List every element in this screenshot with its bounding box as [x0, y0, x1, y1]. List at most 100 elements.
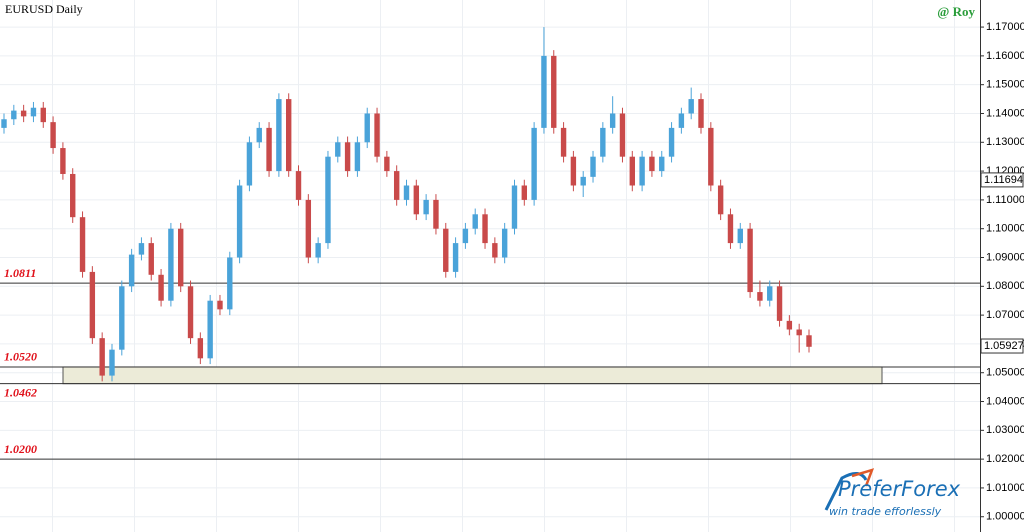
candle-body — [89, 271, 96, 339]
candle-body — [384, 156, 390, 172]
price-marker-box — [980, 172, 1024, 188]
y-tick-label: 1.00000 — [986, 511, 1024, 523]
y-tick-label: 1.11000 — [986, 194, 1024, 206]
candle-body — [148, 243, 154, 275]
y-tick-label: 1.02000 — [986, 453, 1024, 465]
y-tick-label: 1.07000 — [986, 309, 1024, 321]
candle-body — [403, 185, 410, 200]
candle-body — [158, 274, 164, 301]
y-tick-label: 1.15000 — [986, 79, 1024, 91]
candle-body — [649, 156, 655, 172]
candle-body — [256, 127, 262, 143]
candle-body — [472, 214, 478, 229]
y-tick-label: 1.17000 — [986, 21, 1024, 33]
candle-body — [128, 254, 135, 287]
candle-body — [423, 199, 429, 215]
candle-body — [806, 335, 812, 347]
candle-body — [1, 119, 7, 128]
candle-body — [452, 243, 459, 272]
author: @ Roy — [937, 4, 975, 19]
price-marker-label: 1.11694 — [984, 174, 1023, 186]
candle-body — [560, 127, 567, 157]
y-tick-label: 1.09000 — [986, 251, 1024, 263]
candle-body — [590, 156, 596, 177]
candle-body — [600, 127, 606, 157]
logo-swoosh — [824, 472, 868, 511]
level-label: 1.0200 — [4, 442, 37, 456]
candle-body — [276, 99, 282, 172]
candle-body — [727, 214, 734, 244]
level-label: 1.0520 — [4, 350, 37, 364]
candle-body — [757, 292, 763, 301]
candle-body — [285, 99, 292, 172]
candle-body — [217, 300, 223, 310]
candle-body — [305, 199, 312, 258]
candle-body — [639, 156, 645, 186]
y-tick-label: 1.03000 — [986, 424, 1024, 436]
candle-body — [688, 99, 694, 114]
candle-body — [708, 127, 714, 186]
candle-body — [570, 156, 577, 186]
price-marker-label: 1.05927 — [984, 340, 1024, 352]
candle-body — [207, 300, 213, 359]
candle-body — [698, 99, 704, 128]
y-tick-label: 1.01000 — [986, 482, 1024, 494]
logo: PreferForex win trade efforlessly — [824, 468, 961, 518]
candle-body — [109, 349, 115, 376]
candle-body — [99, 338, 105, 376]
candle-body — [70, 173, 76, 218]
candle-body — [119, 286, 125, 350]
candle-body — [668, 127, 675, 157]
candle-body — [50, 122, 56, 149]
y-tick-label: 1.16000 — [986, 50, 1024, 62]
candle-body — [776, 286, 783, 321]
candle-body — [551, 55, 557, 128]
y-tick-label: 1.05000 — [986, 367, 1024, 379]
candle-body — [747, 228, 753, 293]
y-tick-label: 1.10000 — [986, 223, 1024, 235]
candle-body — [737, 228, 743, 244]
y-tick-label: 1.08000 — [986, 280, 1024, 292]
candle-body — [501, 228, 508, 258]
candle-body — [344, 142, 351, 172]
candle-body — [482, 214, 488, 244]
candle-body — [717, 185, 724, 215]
chart-title: EURUSD Daily — [5, 2, 83, 16]
candle-body — [138, 243, 145, 255]
candle-body — [629, 156, 635, 186]
candle-body — [315, 243, 321, 258]
candle-body — [511, 185, 518, 229]
candle-body — [197, 338, 204, 359]
candle-body — [541, 55, 547, 128]
y-tick-label: 1.13000 — [986, 136, 1024, 148]
candle-body — [354, 142, 361, 172]
logo-brand: PreferForex — [838, 477, 961, 501]
candle-body — [246, 142, 253, 186]
level-label: 1.0811 — [4, 266, 36, 280]
candle-body — [325, 156, 331, 244]
candle-body — [786, 320, 793, 330]
support-zone — [62, 366, 883, 385]
candle-body — [60, 148, 66, 174]
candle-body — [767, 286, 773, 301]
y-tick-label: 1.04000 — [986, 395, 1024, 407]
candle-body — [30, 107, 37, 117]
logo-arrow — [851, 468, 875, 487]
candle-body — [443, 228, 449, 272]
candle-body — [433, 199, 439, 229]
candle-body — [531, 127, 537, 200]
candle-body — [393, 171, 400, 200]
level-label: 1.0462 — [4, 385, 37, 399]
candle-body — [20, 110, 27, 117]
candle-body — [659, 156, 665, 172]
logo-tagline: win trade efforlessly — [829, 505, 942, 518]
candle-body — [236, 185, 243, 258]
y-tick-label: 1.14000 — [986, 107, 1024, 119]
candle-body — [187, 286, 194, 339]
candle-body — [492, 243, 498, 258]
candle-body — [521, 185, 528, 200]
candle-body — [374, 113, 380, 157]
candle-body — [178, 228, 184, 287]
candle-body — [413, 185, 420, 215]
